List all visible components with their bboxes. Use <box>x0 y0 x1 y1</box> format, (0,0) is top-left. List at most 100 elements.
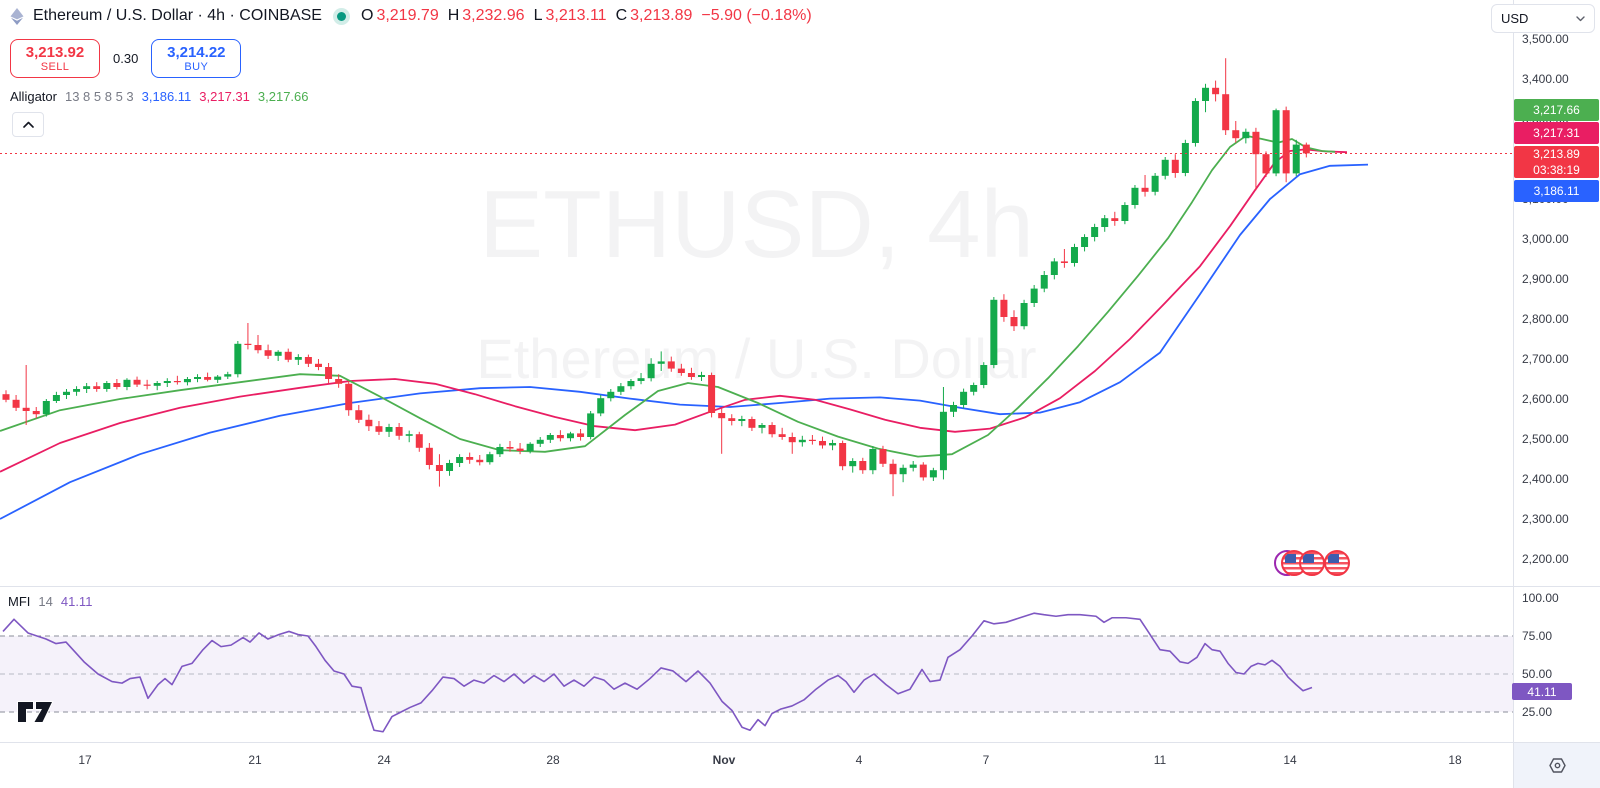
candle-body <box>708 375 716 413</box>
candle-body <box>385 427 393 432</box>
candle-body <box>728 418 736 421</box>
time-tick: 24 <box>377 753 391 767</box>
candle-body <box>1060 261 1068 263</box>
candle-body <box>617 386 625 392</box>
candle-body <box>778 434 786 437</box>
time-tick: 4 <box>855 753 863 767</box>
currency-label: USD <box>1501 11 1529 26</box>
candle-body <box>415 434 423 448</box>
buy-label: BUY <box>184 60 209 73</box>
candle-body <box>274 351 282 356</box>
candle-body <box>1181 143 1189 173</box>
gear-icon <box>1548 758 1566 773</box>
candle-body <box>1141 187 1149 192</box>
candle-body <box>173 381 181 383</box>
candle-body <box>2 394 10 400</box>
price-tick: 2,500.00 <box>1522 432 1569 446</box>
time-tick: 17 <box>78 753 92 767</box>
chevron-down-icon <box>1576 15 1585 21</box>
candle-body <box>587 413 595 437</box>
currency-dropdown[interactable]: USD <box>1491 4 1595 33</box>
candle-body <box>466 457 474 460</box>
candle-body <box>1212 87 1220 95</box>
candle-body <box>960 391 968 405</box>
mfi-value: 41.11 <box>60 594 93 609</box>
candle-body <box>183 379 191 383</box>
sell-button[interactable]: 3,213.92 SELL <box>10 39 100 78</box>
candle-body <box>163 381 171 383</box>
candle-body <box>12 399 20 408</box>
candle-body <box>859 461 867 471</box>
us-flag-icon[interactable] <box>1299 550 1325 576</box>
candle-body <box>657 361 665 364</box>
candle-body <box>566 433 574 439</box>
collapse-legend-button[interactable] <box>12 112 44 137</box>
last-price-badge: 3,213.89 03:38:19 <box>1514 146 1599 178</box>
time-tick: Nov <box>712 753 736 767</box>
alligator-params: 13 8 5 8 5 3 <box>64 89 134 104</box>
candle-body <box>375 426 383 432</box>
price-axis-border <box>1513 0 1514 788</box>
candle-body <box>435 465 443 471</box>
candle-body <box>335 379 343 384</box>
price-axis[interactable]: 3,500.003,400.003,300.003,200.003,100.00… <box>1513 0 1600 742</box>
sell-price: 3,213.92 <box>25 43 85 61</box>
mfi-legend[interactable]: MFI 14 41.11 <box>8 594 92 609</box>
candle-body <box>365 419 373 427</box>
tradingview-logo[interactable] <box>16 700 54 724</box>
candle-body <box>133 379 141 385</box>
low-value: 3,213.11 <box>545 7 607 24</box>
sell-label: SELL <box>40 60 70 73</box>
buy-button[interactable]: 3,214.22 BUY <box>151 39 242 78</box>
price-tick: 2,400.00 <box>1522 472 1569 486</box>
candle-body <box>113 383 121 387</box>
candle-body <box>667 361 675 369</box>
candle-body <box>1302 144 1310 154</box>
candle-body <box>738 419 746 421</box>
alligator-lips-value: 3,217.66 <box>257 89 309 104</box>
candle-body <box>990 299 998 365</box>
axis-settings-corner[interactable] <box>1514 743 1600 788</box>
candle-body <box>919 464 927 478</box>
symbol-title[interactable]: Ethereum / U.S. Dollar · 4h · COINBASE <box>33 7 322 24</box>
candle-body <box>788 437 796 443</box>
mfi-tick: 100.00 <box>1522 591 1559 605</box>
candle-body <box>577 433 585 437</box>
candle-body <box>476 459 484 463</box>
market-status-dot[interactable] <box>336 11 346 21</box>
us-flag-icon[interactable] <box>1324 550 1350 576</box>
chart-canvas[interactable] <box>0 0 1513 742</box>
time-axis[interactable]: 17 21 24 28 Nov 4 7 11 14 18 <box>0 742 1513 788</box>
candle-body <box>1161 159 1169 176</box>
candle-body <box>1191 101 1199 143</box>
candle-body <box>1242 131 1250 139</box>
candle-body <box>506 447 514 449</box>
candle-body <box>294 357 302 360</box>
mfi-tick: 25.00 <box>1522 705 1553 719</box>
candle-body <box>1131 187 1139 205</box>
candle-body <box>839 443 847 467</box>
candle-body <box>143 384 151 386</box>
alligator-jaw-value: 3,186.11 <box>141 89 192 104</box>
candle-body <box>627 381 635 387</box>
close-value: 3,213.89 <box>630 7 693 24</box>
price-tick: 2,300.00 <box>1522 512 1569 526</box>
mfi-param: 14 <box>38 594 53 609</box>
candle-body <box>1272 110 1280 174</box>
candle-body <box>93 386 101 389</box>
alligator-name: Alligator <box>10 89 57 104</box>
alligator-teeth-value: 3,217.31 <box>199 89 250 104</box>
candle-body <box>264 350 272 356</box>
alligator-legend[interactable]: Alligator 13 8 5 8 5 3 3,186.11 3,217.31… <box>10 89 309 104</box>
time-tick: 14 <box>1283 753 1297 767</box>
candle-body <box>939 411 947 471</box>
price-tick: 2,800.00 <box>1522 312 1569 326</box>
pane-separator[interactable] <box>0 586 1600 587</box>
candle-body <box>314 363 322 367</box>
candle-body <box>808 439 816 441</box>
candle-body <box>1282 110 1290 174</box>
candle-body <box>52 395 60 401</box>
candle-body <box>22 407 30 411</box>
jaw-price-badge: 3,186.11 <box>1514 180 1599 202</box>
